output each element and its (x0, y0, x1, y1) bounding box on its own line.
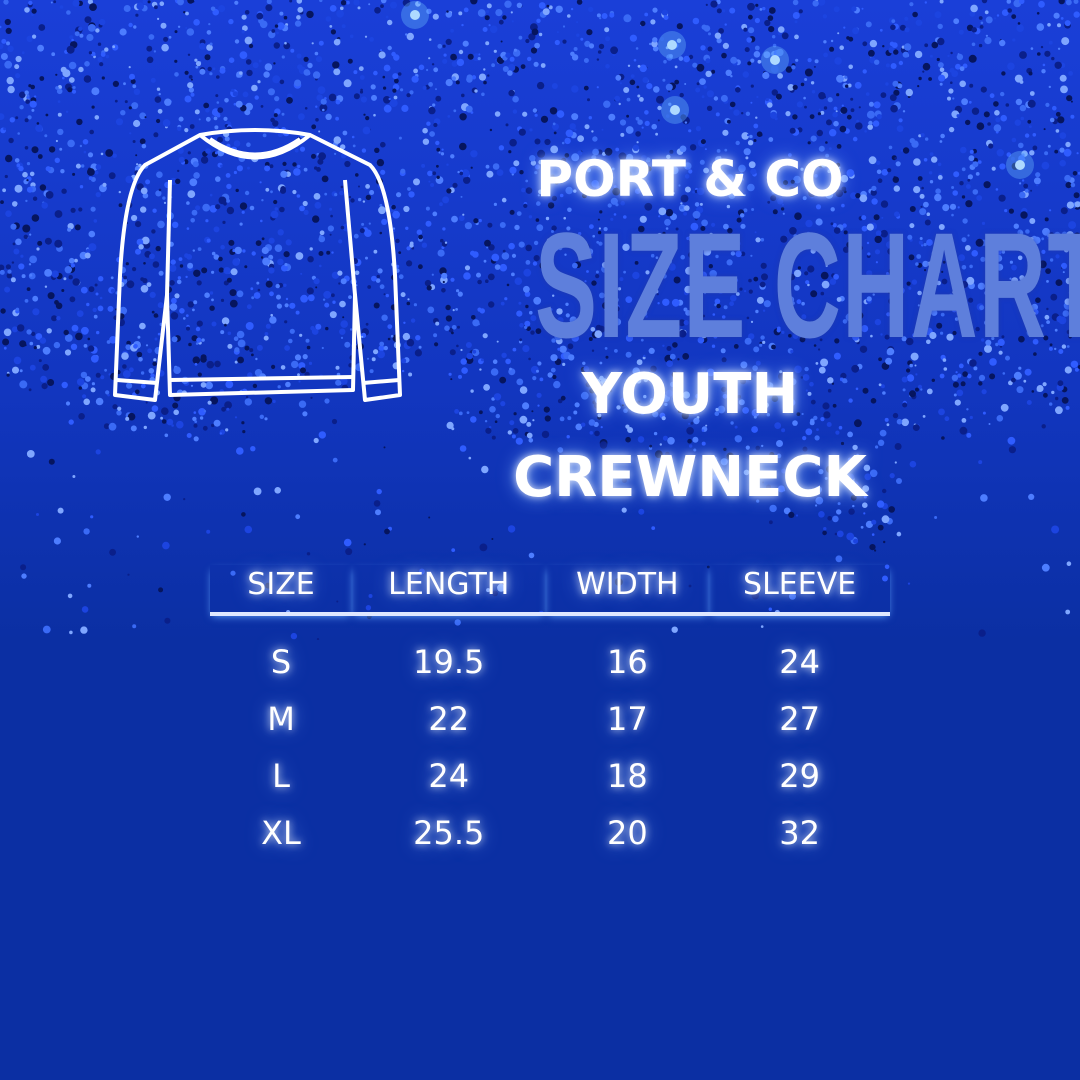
cell-width: 17 (607, 699, 648, 738)
table-row: M 22 17 27 (210, 690, 890, 747)
cell-width: 20 (607, 813, 648, 852)
cell-width: 18 (607, 756, 648, 795)
header-size: SIZE (210, 565, 352, 616)
table-header-row: SIZE LENGTH WIDTH SLEEVE (210, 565, 890, 616)
cell-length: 24 (428, 756, 470, 795)
cell-size: XL (261, 813, 301, 852)
size-table: SIZE LENGTH WIDTH SLEEVE S 19.5 16 24 M 22 17 2… (210, 565, 890, 861)
crewneck-sweatshirt-outline-icon (113, 128, 402, 402)
cell-sleeve: 27 (779, 699, 820, 738)
header-length: LENGTH (352, 565, 546, 616)
cell-width: 16 (607, 642, 648, 681)
header-sleeve: SLEEVE (709, 565, 890, 616)
cell-sleeve: 32 (779, 813, 820, 852)
page-title: SIZE CHART (535, 201, 1080, 369)
cell-sleeve: 29 (779, 756, 820, 795)
cell-size: S (270, 642, 292, 681)
header-width: WIDTH (545, 565, 710, 616)
subtitle-youth: YOUTH (581, 362, 799, 427)
brand-name: PORT & CO (536, 150, 844, 208)
cell-length: 22 (428, 699, 470, 738)
glitter-background (0, 0, 1080, 640)
cell-length: 19.5 (413, 642, 485, 681)
cell-size: L (272, 756, 290, 795)
cell-sleeve: 24 (779, 642, 820, 681)
subtitle-crewneck: CREWNECK (513, 445, 867, 510)
cell-size: M (267, 699, 295, 738)
cell-length: 25.5 (413, 813, 485, 852)
table-row: XL 25.5 20 32 (210, 804, 890, 861)
table-row: L 24 18 29 (210, 747, 890, 804)
table-row: S 19.5 16 24 (210, 614, 890, 690)
